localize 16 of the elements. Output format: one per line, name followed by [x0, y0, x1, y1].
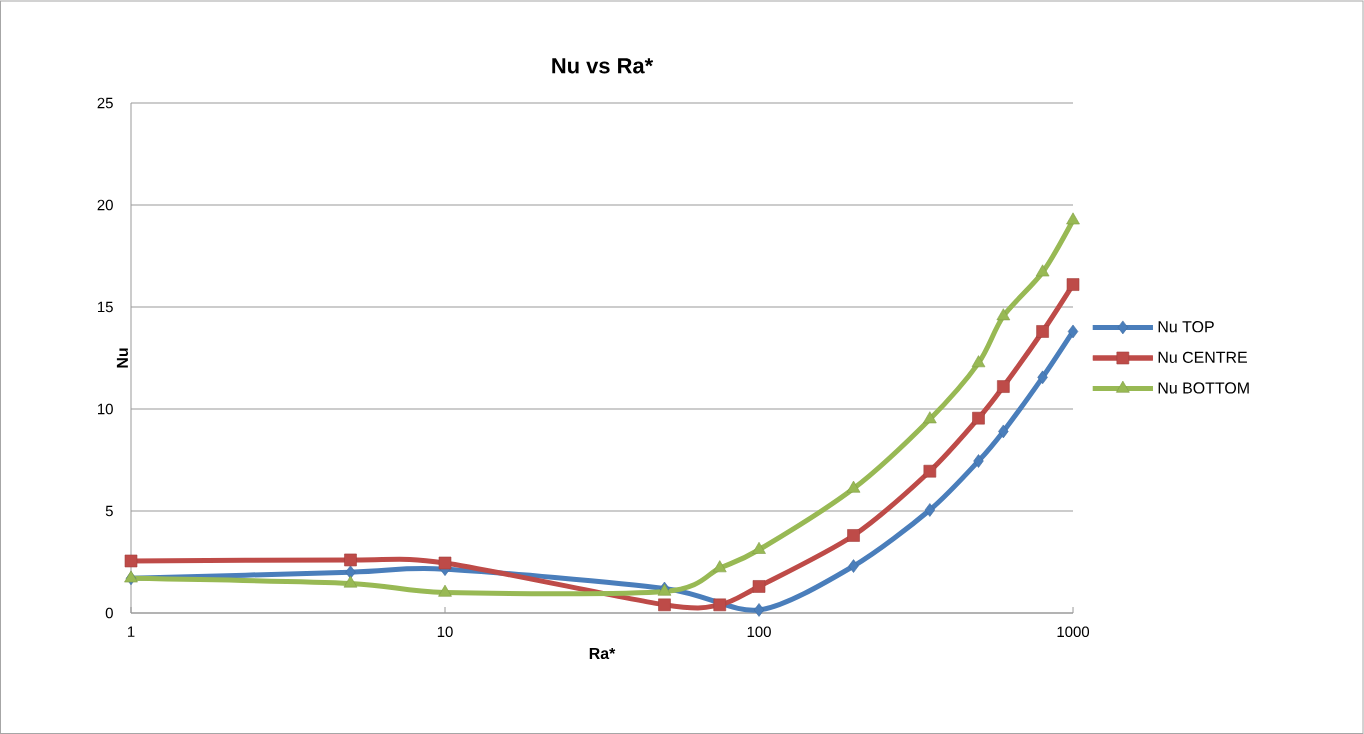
legend-label: Nu CENTRE	[1158, 351, 1247, 363]
x-tick-label: 100	[747, 626, 771, 638]
y-tick-label: 5	[105, 505, 113, 517]
y-tick-label: 25	[97, 97, 113, 109]
x-tick-label: 1000	[1057, 626, 1090, 638]
y-tick-label: 0	[105, 607, 113, 619]
legend-label: Nu TOP	[1158, 321, 1214, 333]
y-tick-label: 10	[98, 403, 113, 415]
legend-label: Nu BOTTOM	[1158, 382, 1249, 394]
chart-title: Nu vs Ra*	[552, 58, 654, 74]
x-tick-label: 1	[127, 626, 135, 637]
y-tick-label: 15	[98, 301, 113, 313]
y-axis-title: Nu	[116, 348, 129, 368]
x-tick-label: 10	[437, 626, 453, 638]
x-axis-title: Ra*	[589, 647, 616, 660]
y-tick-label: 20	[97, 199, 113, 211]
